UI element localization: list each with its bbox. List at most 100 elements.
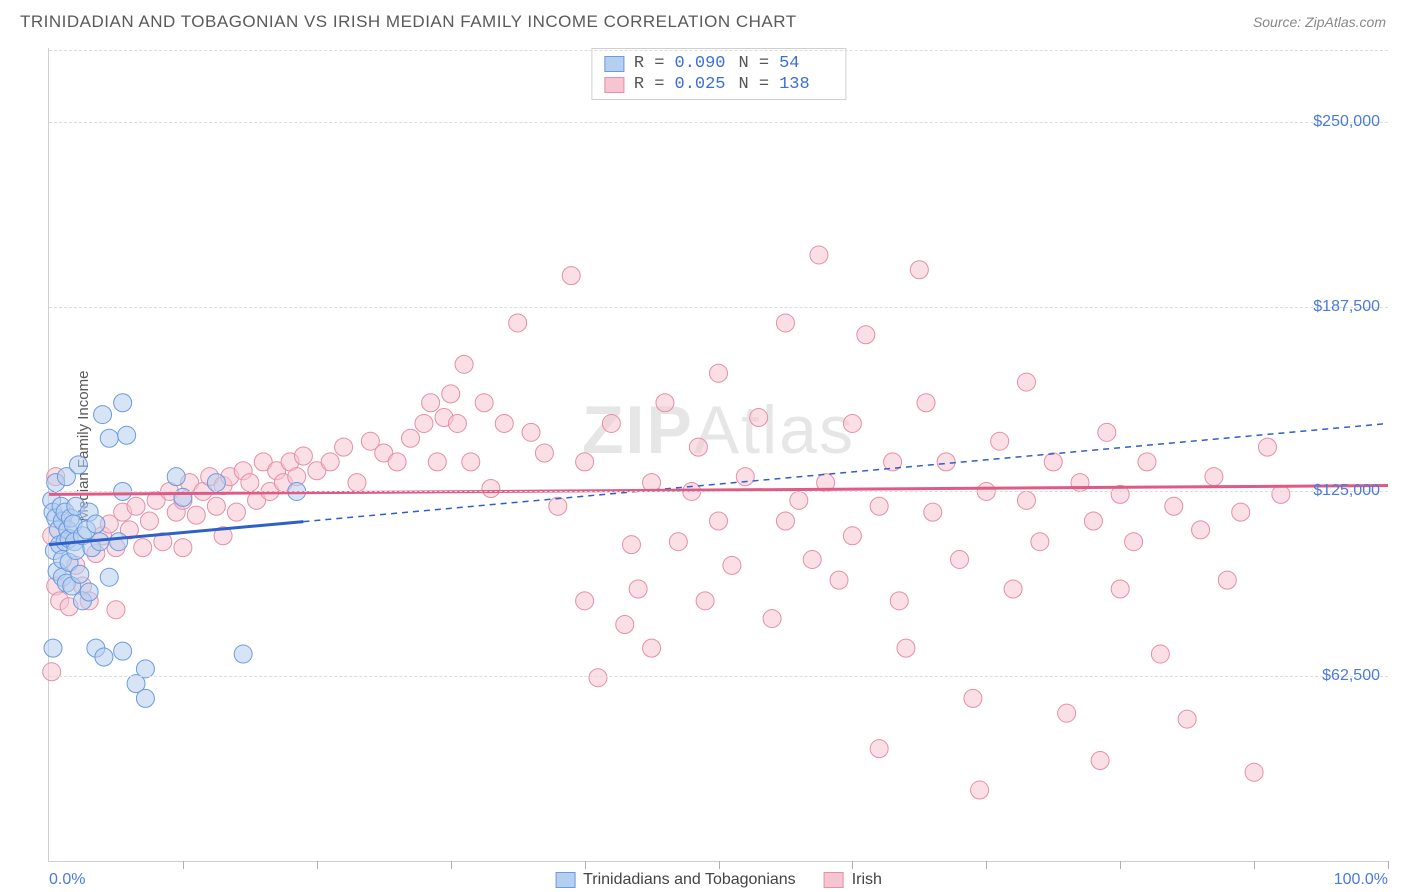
scatter-point-irish — [910, 261, 928, 279]
scatter-point-irish — [1205, 468, 1223, 486]
scatter-point-trinidadian — [71, 565, 89, 583]
scatter-point-irish — [763, 610, 781, 628]
scatter-point-trinidadian — [207, 474, 225, 492]
scatter-point-irish — [843, 414, 861, 432]
scatter-point-irish — [495, 414, 513, 432]
scatter-point-irish — [335, 438, 353, 456]
n-label-0: N = — [739, 54, 770, 73]
scatter-point-irish — [428, 453, 446, 471]
legend-item-trinidadian: Trinidadians and Tobagonians — [555, 871, 796, 889]
source-name: ZipAtlas.com — [1305, 14, 1386, 30]
scatter-point-irish — [622, 536, 640, 554]
scatter-point-irish — [1165, 497, 1183, 515]
scatter-point-irish — [522, 423, 540, 441]
series-legend: Trinidadians and Tobagonians Irish — [555, 871, 882, 889]
scatter-point-irish — [870, 497, 888, 515]
scatter-point-irish — [348, 474, 366, 492]
stats-legend: R = 0.090 N = 54 R = 0.025 N = 138 — [591, 48, 846, 100]
scatter-point-trinidadian — [136, 689, 154, 707]
scatter-plot-svg — [49, 48, 1388, 861]
scatter-point-irish — [43, 663, 61, 681]
scatter-point-irish — [1192, 521, 1210, 539]
r-label-1: R = — [634, 75, 665, 94]
scatter-point-irish — [843, 527, 861, 545]
x-tick — [852, 861, 853, 869]
swatch-trinidadian — [604, 56, 624, 72]
scatter-point-irish — [576, 453, 594, 471]
x-tick-label: 0.0% — [49, 871, 85, 889]
x-tick — [1388, 861, 1389, 869]
gridline-h — [49, 122, 1388, 123]
chart-header: TRINIDADIAN AND TOBAGONIAN VS IRISH MEDI… — [0, 0, 1406, 40]
scatter-point-irish — [616, 615, 634, 633]
scatter-point-irish — [917, 394, 935, 412]
scatter-point-trinidadian — [87, 515, 105, 533]
scatter-point-trinidadian — [80, 583, 98, 601]
scatter-point-irish — [589, 669, 607, 687]
legend-swatch-trinidadian — [555, 872, 575, 888]
stats-row-trinidadian: R = 0.090 N = 54 — [604, 53, 833, 74]
x-tick-label: 100.0% — [1334, 871, 1388, 889]
scatter-point-trinidadian — [95, 648, 113, 666]
scatter-point-trinidadian — [167, 468, 185, 486]
scatter-point-irish — [535, 444, 553, 462]
scatter-point-irish — [643, 639, 661, 657]
scatter-point-trinidadian — [136, 660, 154, 678]
scatter-point-irish — [1111, 580, 1129, 598]
gridline-h — [49, 50, 1388, 51]
scatter-point-irish — [776, 512, 794, 530]
scatter-point-irish — [1178, 710, 1196, 728]
x-tick — [986, 861, 987, 869]
scatter-point-irish — [964, 689, 982, 707]
scatter-point-irish — [723, 556, 741, 574]
n-value-1: 138 — [779, 75, 833, 94]
scatter-point-irish — [402, 429, 420, 447]
scatter-point-irish — [710, 512, 728, 530]
scatter-point-trinidadian — [94, 406, 112, 424]
scatter-point-irish — [576, 592, 594, 610]
scatter-point-irish — [810, 246, 828, 264]
scatter-point-irish — [1091, 751, 1109, 769]
scatter-point-irish — [1151, 645, 1169, 663]
scatter-point-irish — [971, 781, 989, 799]
scatter-point-irish — [509, 314, 527, 332]
scatter-point-irish — [140, 512, 158, 530]
scatter-point-irish — [422, 394, 440, 412]
scatter-point-irish — [857, 326, 875, 344]
y-tick-label: $250,000 — [1313, 113, 1380, 131]
scatter-point-irish — [1258, 438, 1276, 456]
scatter-point-irish — [991, 432, 1009, 450]
scatter-point-trinidadian — [44, 639, 62, 657]
scatter-point-irish — [107, 601, 125, 619]
scatter-point-trinidadian — [100, 568, 118, 586]
scatter-point-irish — [475, 394, 493, 412]
scatter-point-irish — [127, 497, 145, 515]
scatter-point-trinidadian — [69, 456, 87, 474]
scatter-point-trinidadian — [114, 642, 132, 660]
x-tick — [1254, 861, 1255, 869]
scatter-point-irish — [897, 639, 915, 657]
scatter-point-irish — [1031, 533, 1049, 551]
scatter-point-irish — [1232, 503, 1250, 521]
scatter-point-irish — [442, 385, 460, 403]
scatter-point-irish — [776, 314, 794, 332]
scatter-point-irish — [937, 453, 955, 471]
scatter-point-trinidadian — [100, 429, 118, 447]
stats-row-irish: R = 0.025 N = 138 — [604, 74, 833, 95]
r-value-1: 0.025 — [675, 75, 729, 94]
scatter-point-irish — [656, 394, 674, 412]
scatter-point-irish — [710, 364, 728, 382]
scatter-point-irish — [207, 497, 225, 515]
r-label-0: R = — [634, 54, 665, 73]
scatter-point-irish — [1138, 453, 1156, 471]
source-prefix: Source: — [1253, 14, 1305, 30]
y-tick-label: $187,500 — [1313, 298, 1380, 316]
legend-label-trinidadian: Trinidadians and Tobagonians — [583, 871, 796, 889]
y-tick-label: $125,000 — [1313, 482, 1380, 500]
scatter-point-irish — [1017, 491, 1035, 509]
scatter-point-irish — [388, 453, 406, 471]
scatter-point-trinidadian — [110, 533, 128, 551]
scatter-point-irish — [1084, 512, 1102, 530]
legend-item-irish: Irish — [824, 871, 882, 889]
scatter-point-irish — [696, 592, 714, 610]
